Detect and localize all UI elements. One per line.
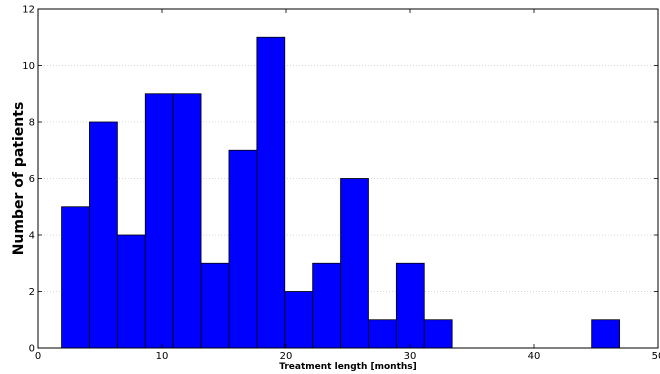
x-axis-label: Treatment length [months] (279, 362, 417, 372)
histogram-bar (395, 262, 425, 349)
histogram-bar (340, 178, 369, 349)
histogram-bar (116, 234, 146, 349)
x-axis-ticks: 0 10 20 30 40 50 (35, 9, 660, 362)
x-tick-label: 40 (528, 351, 541, 362)
histogram-bar (423, 319, 453, 349)
y-axis-label: Number of patients (11, 102, 27, 256)
x-tick-label: 30 (404, 351, 417, 362)
histogram-bar (228, 149, 258, 349)
y-tick-label: 8 (29, 118, 35, 129)
histogram-bar (591, 319, 620, 349)
histogram-bar (368, 319, 397, 349)
histogram-bar (256, 36, 286, 349)
histogram-bar (312, 262, 341, 349)
histogram-bar (284, 291, 314, 349)
y-tick-label: 12 (22, 5, 35, 16)
y-tick-label: 6 (29, 174, 35, 185)
x-tick-label: 20 (280, 351, 293, 362)
histogram-bar (200, 262, 230, 349)
y-tick-label: 10 (22, 61, 35, 72)
histogram-bar (89, 121, 118, 349)
y-tick-label: 2 (29, 287, 35, 298)
y-tick-label: 0 (29, 344, 35, 355)
y-axis-ticks: 0 2 4 6 8 10 12 (22, 5, 658, 355)
x-tick-label: 50 (652, 351, 660, 362)
x-tick-label: 0 (35, 351, 41, 362)
histogram-bar (144, 93, 174, 349)
histogram-bars (61, 36, 620, 349)
histogram-bar (61, 206, 90, 349)
y-tick-label: 4 (29, 231, 35, 242)
x-tick-label: 10 (156, 351, 169, 362)
histogram-bar (172, 93, 202, 349)
